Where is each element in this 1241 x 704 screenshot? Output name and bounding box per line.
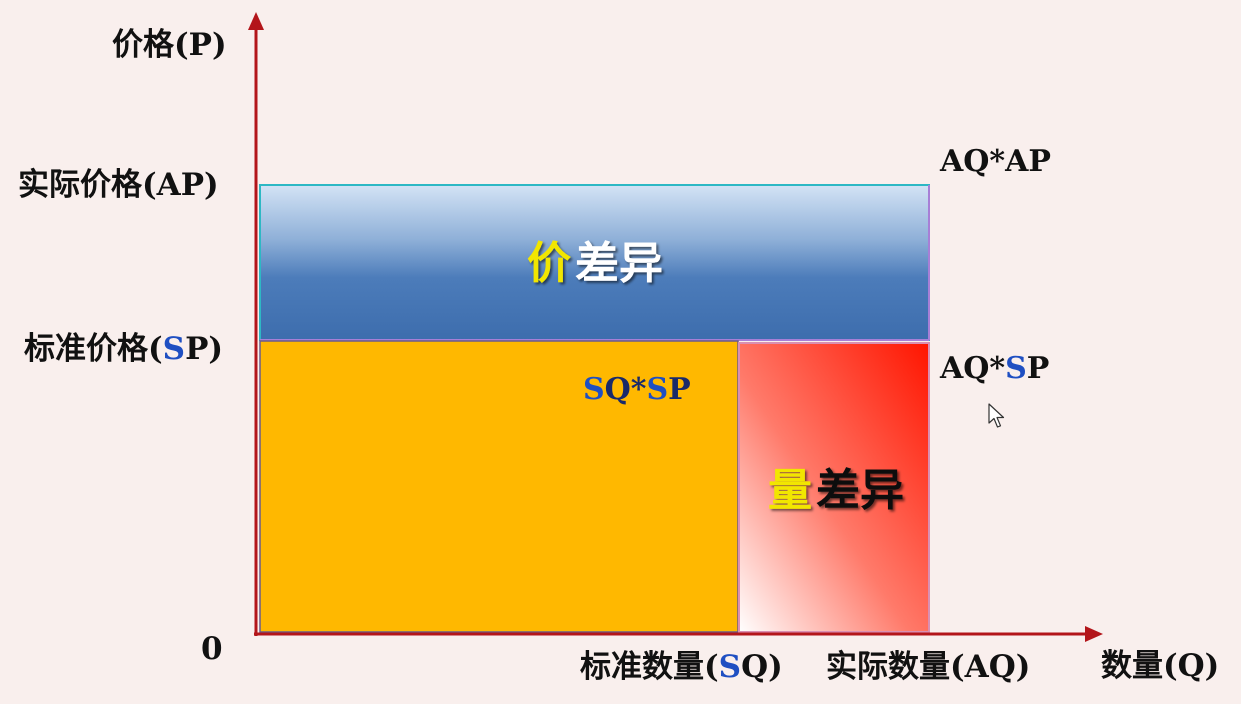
x-axis-arrow — [1085, 626, 1103, 642]
mouse-pointer-icon — [988, 403, 1005, 428]
origin-label: 0 — [201, 631, 223, 667]
actual-price-label: 实际价格(AP) — [18, 167, 219, 203]
price-variance-rest: 差异 — [575, 238, 663, 289]
aq-sp-label: AQ*SP — [940, 351, 1050, 386]
price-variance-accent: 价 — [527, 238, 571, 289]
y-axis-title: 价格(P) — [112, 27, 227, 63]
standard-price-label: 标准价格(SP) — [24, 331, 224, 367]
quantity-variance-box — [738, 342, 930, 633]
price-variance-label: 价差异 — [527, 238, 663, 289]
price-variance-box — [259, 184, 930, 341]
standard-quantity-label: 标准数量(SQ) — [580, 649, 783, 685]
quantity-variance-label: 量差异 — [768, 465, 904, 516]
standard-cost-box — [259, 340, 739, 633]
x-axis-title: 数量(Q) — [1101, 648, 1220, 684]
aq-ap-label: AQ*AP — [940, 144, 1051, 179]
quantity-variance-rest: 差异 — [816, 465, 904, 516]
sq-sp-label: SQ*SP — [583, 372, 691, 407]
actual-quantity-label: 实际数量(AQ) — [826, 649, 1031, 685]
y-axis-arrow — [248, 12, 264, 30]
quantity-variance-accent: 量 — [768, 465, 812, 516]
